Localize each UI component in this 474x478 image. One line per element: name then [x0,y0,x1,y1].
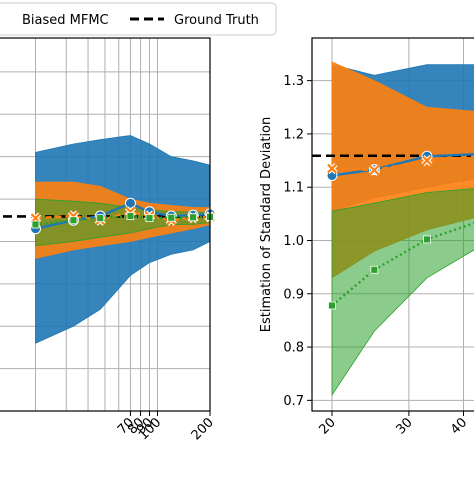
point-circle-left-3 [124,197,136,209]
xtick-label-right-1: 30 [393,415,415,437]
point-square-left-3 [126,212,135,220]
legend-label-biased-mfmc: Biased MFMC [22,13,109,28]
axes-frame-right [311,37,474,412]
xtick-label-right-0: 20 [317,415,339,437]
right-panel: 20 30 40 0.7 0.8 0.9 1.0 1.1 1.2 1.3 Estimation of… [259,37,474,438]
ytick-label-right-6: 1.3 [283,74,304,89]
series-line-right-0 [331,153,474,177]
point-square-left-0 [31,220,40,229]
legend: Biased MFMC Ground Truth [0,2,277,36]
ytick-label-right-3: 1.0 [283,234,304,249]
y-axis-label-right: Estimation of Standard Deviation [259,117,274,332]
ytick-label-right-4: 1.1 [283,181,304,196]
point-square-left-5 [167,213,176,222]
series-line-right-2 [331,221,474,307]
point-square-left-6 [189,213,197,222]
point-square-right-2 [423,235,431,244]
ytick-label-right-5: 1.2 [283,127,304,142]
point-square-left-2 [96,214,105,223]
point-x-right-2 [422,155,432,166]
ytick-label-right-2: 0.9 [283,287,304,302]
point-x-right-1 [369,165,380,175]
point-square-right-0 [328,301,336,310]
legend-label-ground-truth: Ground Truth [174,13,259,28]
point-x-right-0 [327,163,337,174]
point-square-right-1 [370,265,379,274]
xtick-label-right-2: 40 [448,415,470,437]
band-right-series-2 [331,188,474,397]
point-square-left-4 [145,214,154,223]
ytick-label-right-1: 0.8 [283,341,304,356]
point-square-left-1 [69,216,78,225]
xtick-label-left-4: 200 [189,415,217,443]
axes-frame-left [0,37,211,412]
ytick-label-right-0: 0.7 [283,394,304,409]
series-line-right-1 [331,155,474,172]
series-line-left-1 [35,210,211,222]
